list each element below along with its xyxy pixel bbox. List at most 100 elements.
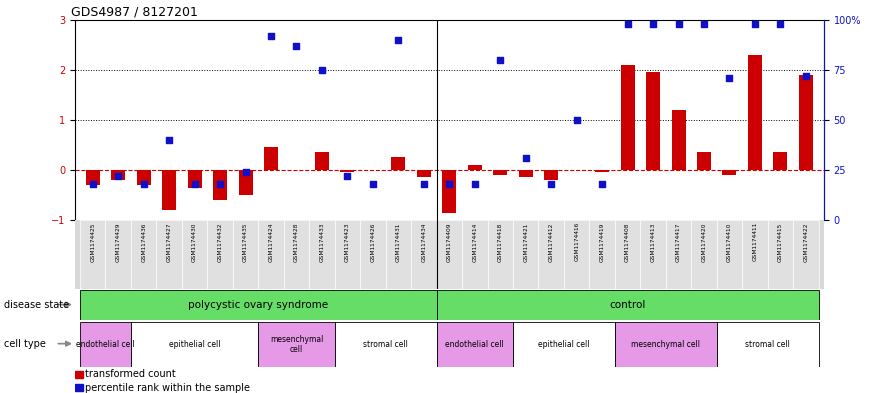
Point [442, 181, 456, 187]
Bar [75, 371, 83, 378]
Bar [615, 220, 640, 289]
Point [544, 181, 559, 187]
Text: percentile rank within the sample: percentile rank within the sample [85, 382, 250, 393]
Text: mesenchymal cell: mesenchymal cell [632, 340, 700, 349]
Bar [774, 152, 788, 170]
Bar [722, 170, 737, 175]
Text: GSM1174434: GSM1174434 [421, 222, 426, 262]
Point [188, 181, 202, 187]
Text: GSM1174414: GSM1174414 [472, 222, 478, 261]
Bar [589, 220, 615, 289]
Bar [131, 220, 157, 289]
Point [493, 57, 507, 63]
Bar [106, 220, 131, 289]
Text: cell type: cell type [4, 339, 47, 349]
Bar [391, 158, 405, 170]
Bar [258, 322, 335, 367]
Point [722, 75, 737, 81]
Bar [717, 220, 742, 289]
Text: GSM1174424: GSM1174424 [269, 222, 273, 262]
Bar [335, 322, 437, 367]
Bar [258, 220, 284, 289]
Point [162, 137, 176, 143]
Bar [335, 220, 360, 289]
Text: GSM1174426: GSM1174426 [370, 222, 375, 261]
Point [239, 169, 253, 175]
Bar [360, 220, 386, 289]
Bar [239, 170, 253, 195]
Bar [493, 170, 507, 175]
Point [417, 181, 431, 187]
Point [366, 181, 380, 187]
Text: GSM1174420: GSM1174420 [701, 222, 707, 262]
Bar [181, 220, 207, 289]
Point [468, 181, 482, 187]
Bar [671, 110, 685, 170]
Text: GSM1174435: GSM1174435 [243, 222, 248, 262]
Point [595, 181, 609, 187]
Bar [513, 322, 615, 367]
Bar [188, 170, 202, 187]
Bar [315, 152, 329, 170]
Text: GSM1174425: GSM1174425 [90, 222, 95, 262]
Bar [564, 220, 589, 289]
Text: GSM1174427: GSM1174427 [167, 222, 172, 262]
Bar [468, 165, 482, 170]
Bar [386, 220, 411, 289]
Point [646, 20, 660, 27]
Text: GSM1174436: GSM1174436 [141, 222, 146, 261]
Bar [137, 170, 151, 185]
Bar [340, 170, 354, 173]
Bar [309, 220, 335, 289]
Bar [411, 220, 437, 289]
Text: GSM1174433: GSM1174433 [320, 222, 324, 262]
Bar [80, 290, 437, 320]
Bar [793, 220, 818, 289]
Text: GSM1174415: GSM1174415 [778, 222, 783, 261]
Bar [615, 322, 717, 367]
Bar [697, 152, 711, 170]
Text: endothelial cell: endothelial cell [446, 340, 504, 349]
Text: GSM1174421: GSM1174421 [523, 222, 529, 261]
Text: GSM1174423: GSM1174423 [345, 222, 350, 262]
Bar [742, 220, 767, 289]
Text: GSM1174408: GSM1174408 [626, 222, 630, 262]
Text: GSM1174422: GSM1174422 [803, 222, 809, 262]
Text: stromal cell: stromal cell [363, 340, 408, 349]
Text: disease state: disease state [4, 300, 70, 310]
Point [290, 42, 304, 49]
Bar [157, 220, 181, 289]
Text: GSM1174430: GSM1174430 [192, 222, 197, 262]
Text: GSM1174413: GSM1174413 [650, 222, 655, 261]
Bar [437, 220, 462, 289]
Bar [799, 75, 813, 170]
Bar [437, 322, 513, 367]
Text: GSM1174418: GSM1174418 [498, 222, 503, 261]
Text: GSM1174432: GSM1174432 [218, 222, 223, 262]
Text: epithelial cell: epithelial cell [169, 340, 220, 349]
Bar [640, 220, 666, 289]
Bar [513, 220, 538, 289]
Bar [264, 147, 278, 170]
Text: control: control [610, 300, 646, 310]
Point [620, 20, 634, 27]
Text: GSM1174416: GSM1174416 [574, 222, 579, 261]
Point [137, 181, 151, 187]
Bar [538, 220, 564, 289]
Text: GSM1174417: GSM1174417 [676, 222, 681, 261]
Bar [767, 220, 793, 289]
Bar [85, 170, 100, 185]
Bar [646, 72, 660, 170]
Text: GSM1174431: GSM1174431 [396, 222, 401, 261]
Point [697, 20, 711, 27]
Text: endothelial cell: endothelial cell [76, 340, 135, 349]
Bar [620, 65, 634, 170]
Text: stromal cell: stromal cell [745, 340, 790, 349]
Point [85, 181, 100, 187]
Text: transformed count: transformed count [85, 369, 176, 379]
Bar [442, 170, 456, 213]
Point [519, 155, 533, 161]
Text: GSM1174411: GSM1174411 [752, 222, 758, 261]
Bar [207, 220, 233, 289]
Point [799, 73, 813, 79]
